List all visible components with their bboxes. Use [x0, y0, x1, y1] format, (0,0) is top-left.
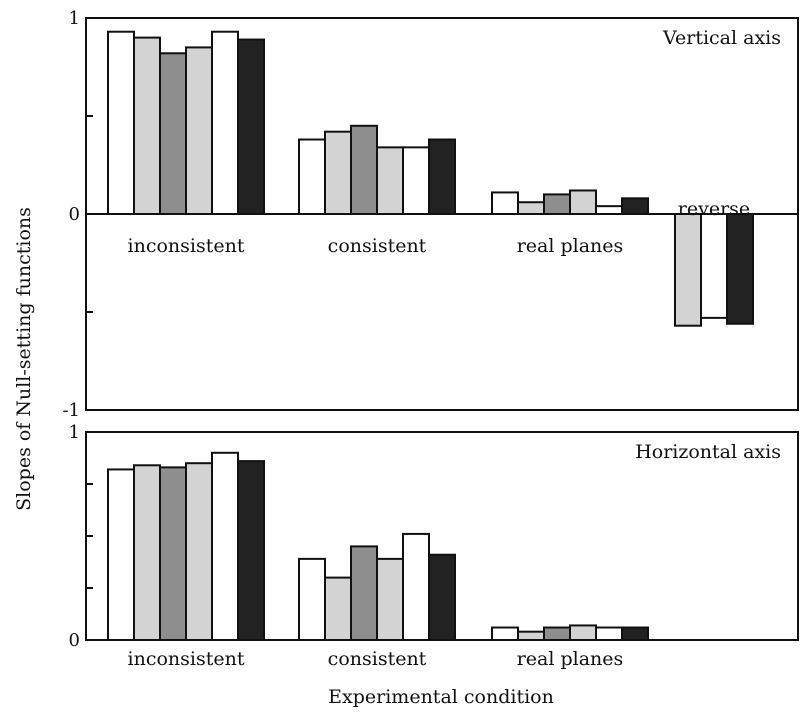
y-tick-label: -1 — [62, 400, 80, 421]
bar-consistent-3 — [350, 545, 378, 642]
bar-real-planes-5 — [595, 205, 623, 216]
y-tick-label: 0 — [69, 204, 80, 225]
bar-reverse-1 — [674, 213, 702, 327]
bar-real-planes-5 — [595, 626, 623, 642]
bar-consistent-1 — [298, 557, 326, 642]
bar-inconsistent-2 — [133, 464, 161, 641]
category-label-inconsistent: inconsistent — [128, 235, 245, 257]
y-axis-title: Slopes of Null-setting functions — [13, 207, 35, 511]
bar-inconsistent-6 — [237, 460, 265, 641]
bar-inconsistent-4 — [185, 46, 213, 216]
bar-inconsistent-5 — [211, 30, 239, 215]
category-label-real-planes: real planes — [517, 235, 624, 257]
x-axis-title: Experimental condition — [328, 686, 554, 708]
category-label-real-planes: real planes — [517, 648, 624, 670]
bar-real-planes-6 — [621, 626, 649, 642]
horizontal-axis-panel: 0 1 Horizontal axis inconsistent consistent r… — [69, 422, 799, 670]
bar-inconsistent-1 — [107, 30, 135, 215]
bar-real-planes-4 — [569, 624, 597, 642]
bar-reverse-2 — [700, 213, 728, 319]
bar-consistent-5 — [402, 532, 430, 641]
bar-consistent-6 — [428, 138, 456, 216]
bar-consistent-2 — [324, 130, 352, 215]
bar-consistent-2 — [324, 576, 352, 641]
category-label-consistent: consistent — [328, 648, 427, 670]
bar-real-planes-1 — [491, 191, 519, 216]
category-label-inconsistent: inconsistent — [128, 648, 245, 670]
bar-real-planes-2 — [517, 630, 545, 641]
bar-real-planes-2 — [517, 201, 545, 216]
y-tick-label: 1 — [69, 422, 80, 443]
bar-consistent-1 — [298, 138, 326, 216]
bar-consistent-4 — [376, 557, 404, 642]
category-label-reverse: reverse — [678, 198, 750, 220]
bar-inconsistent-4 — [185, 462, 213, 642]
bar-inconsistent-1 — [107, 468, 135, 641]
bar-consistent-4 — [376, 146, 404, 215]
bar-real-planes-3 — [543, 193, 571, 215]
bar-consistent-3 — [350, 124, 378, 215]
bar-consistent-5 — [402, 146, 430, 215]
bar-real-planes-3 — [543, 626, 571, 642]
bar-consistent-6 — [428, 553, 456, 641]
bar-real-planes-1 — [491, 626, 519, 642]
y-tick-label: 0 — [69, 630, 80, 651]
bar-inconsistent-2 — [133, 36, 161, 215]
bar-real-planes-6 — [621, 197, 649, 216]
category-label-consistent: consistent — [328, 235, 427, 257]
bar-reverse-3 — [726, 213, 754, 325]
panel-title: Horizontal axis — [635, 441, 781, 463]
bar-inconsistent-5 — [211, 451, 239, 641]
bar-inconsistent-3 — [159, 52, 187, 215]
bar-real-planes-4 — [569, 189, 597, 215]
bar-inconsistent-3 — [159, 466, 187, 641]
bar-inconsistent-6 — [237, 38, 265, 216]
panel-title: Vertical axis — [662, 27, 781, 49]
vertical-axis-panel: -1 0 1 Vertical axis inconsistent consistent r… — [62, 8, 799, 421]
y-tick-label: 1 — [69, 8, 80, 29]
